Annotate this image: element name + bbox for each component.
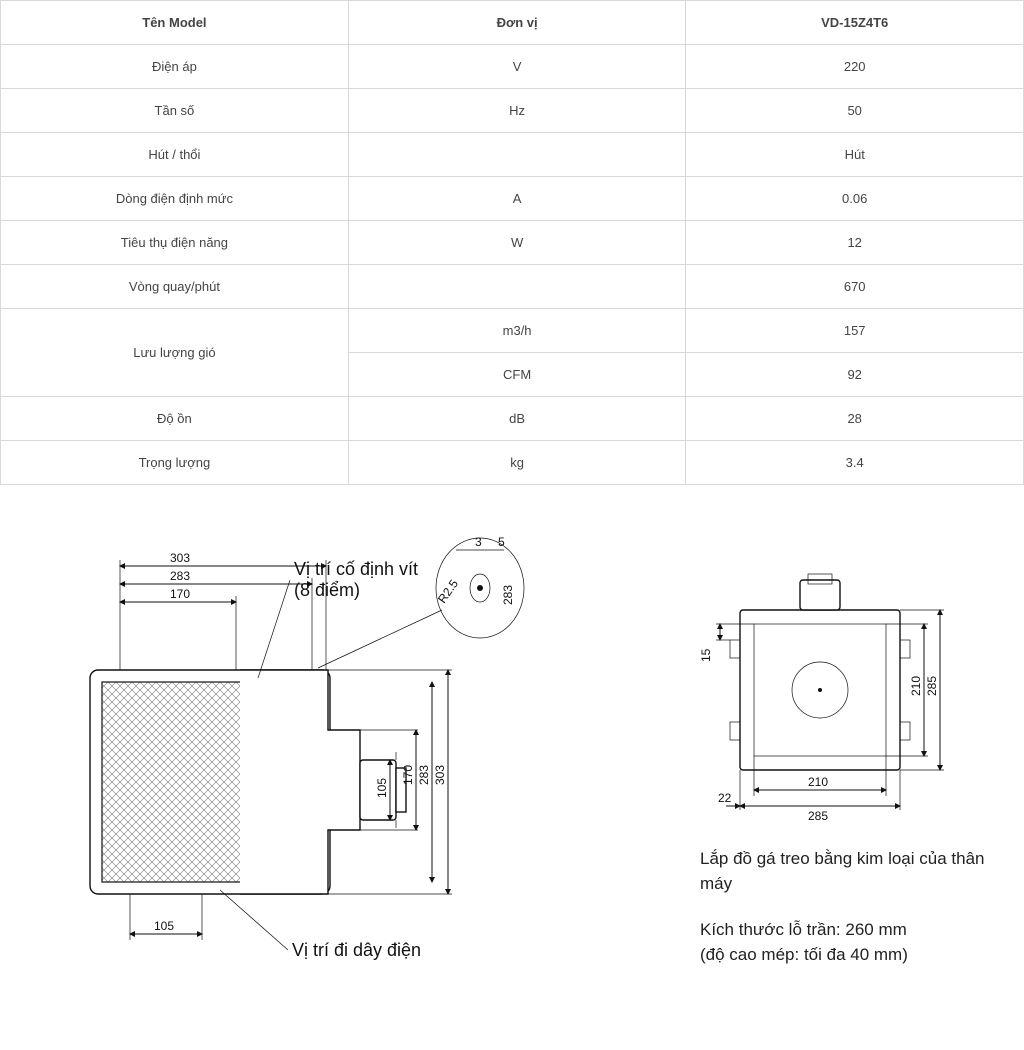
table-row-value: 28	[686, 397, 1024, 441]
svg-text:283: 283	[417, 765, 431, 785]
svg-text:5: 5	[498, 535, 505, 549]
diagrams: 303 283 170	[0, 530, 1024, 1050]
table-row-unit: W	[348, 221, 686, 265]
svg-text:303: 303	[170, 551, 190, 565]
table-row-unit: V	[348, 45, 686, 89]
svg-text:15: 15	[700, 648, 713, 662]
table-row-unit: Hz	[348, 89, 686, 133]
svg-text:285: 285	[925, 676, 939, 696]
diagram-front-view: 303 283 170	[60, 530, 530, 990]
svg-text:105: 105	[375, 778, 389, 798]
table-row-value: 50	[686, 89, 1024, 133]
caption-hole-a: Kích thước lỗ trần: 260 mm	[700, 918, 990, 943]
table-row-label: Dòng điện định mức	[1, 177, 349, 221]
svg-text:Vị trí đi dây điện: Vị trí đi dây điện	[292, 940, 421, 960]
table-row-value: 157	[686, 309, 1024, 353]
table-row-value: 0.06	[686, 177, 1024, 221]
fan-body	[90, 670, 406, 894]
svg-text:22: 22	[718, 791, 732, 805]
col-unit: Đơn vị	[348, 1, 686, 45]
svg-text:105: 105	[154, 919, 174, 933]
table-row-value: 12	[686, 221, 1024, 265]
svg-text:R2.5: R2.5	[435, 577, 461, 606]
table-row-unit: dB	[348, 397, 686, 441]
table-row-value: 220	[686, 45, 1024, 89]
svg-text:283: 283	[501, 585, 515, 605]
svg-text:170: 170	[170, 587, 190, 601]
table-row-label: Trọng lượng	[1, 441, 349, 485]
table-row-value: Hút	[686, 133, 1024, 177]
svg-text:Vị trí cố định vít: Vị trí cố định vít	[294, 559, 418, 579]
col-value: VD-15Z4T6	[686, 1, 1024, 45]
table-row-unit	[348, 133, 686, 177]
svg-text:210: 210	[808, 775, 828, 789]
table-row-label: Độ ồn	[1, 397, 349, 441]
table-row-unit: kg	[348, 441, 686, 485]
table-row-value: 670	[686, 265, 1024, 309]
table-row-unit: CFM	[348, 353, 686, 397]
svg-text:3: 3	[475, 535, 482, 549]
table-row-label: Tiêu thụ điện năng	[1, 221, 349, 265]
spec-table: Tên Model Đơn vị VD-15Z4T6 Điện ápV220 Tầ…	[0, 0, 1024, 485]
table-row-label: Điện áp	[1, 45, 349, 89]
svg-text:283: 283	[170, 569, 190, 583]
svg-text:170: 170	[401, 765, 415, 785]
col-model: Tên Model	[1, 1, 349, 45]
table-row-unit: m3/h	[348, 309, 686, 353]
table-row-label: Hút / thổi	[1, 133, 349, 177]
table-row-value: 92	[686, 353, 1024, 397]
svg-text:210: 210	[909, 676, 923, 696]
caption-hole-b: (độ cao mép: tối đa 40 mm)	[700, 943, 990, 968]
table-row-label: Vòng quay/phút	[1, 265, 349, 309]
svg-text:(8 điểm): (8 điểm)	[294, 580, 360, 600]
table-row-label: Tần số	[1, 89, 349, 133]
screw-detail: 3 5 R2.5 283	[318, 535, 524, 668]
table-row-label: Lưu lượng gió	[1, 309, 349, 397]
caption-mount: Lắp đồ gá treo bằng kim loại của thân má…	[700, 847, 990, 896]
table-row-value: 3.4	[686, 441, 1024, 485]
bottom-dimension: 105	[130, 894, 202, 940]
svg-text:303: 303	[433, 765, 447, 785]
svg-text:285: 285	[808, 809, 828, 823]
diagram-top-view: 210 285 22 210 285 15 Lắp đồ gá treo bằn…	[700, 570, 990, 970]
table-row-unit	[348, 265, 686, 309]
table-row-unit: A	[348, 177, 686, 221]
